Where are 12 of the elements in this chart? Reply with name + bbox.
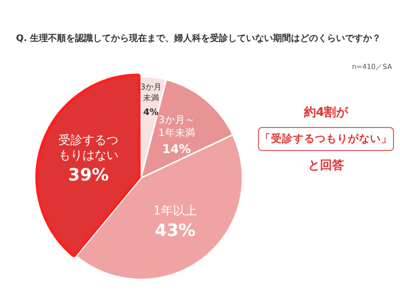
text: 約4割が — [302, 104, 350, 121]
data-label: 14% — [162, 142, 191, 156]
slice-label: 3か月未満 — [140, 82, 162, 103]
chart-title: Q. 生理不順を認識してから現在まで、婦人科を受診していない期間はどのくらいですか？ — [16, 32, 382, 45]
text: 「受診するつもりがない」 — [258, 127, 394, 151]
text: と回答 — [307, 157, 345, 174]
slice-label: 1年以上 — [153, 204, 198, 218]
data-label: 39% — [68, 166, 109, 186]
data-label: 43% — [154, 221, 196, 242]
slice-label: 3か月～1年未満 — [158, 115, 195, 140]
data-label: 4% — [143, 108, 159, 118]
slice-label: 受診するつもりはない — [58, 133, 118, 162]
